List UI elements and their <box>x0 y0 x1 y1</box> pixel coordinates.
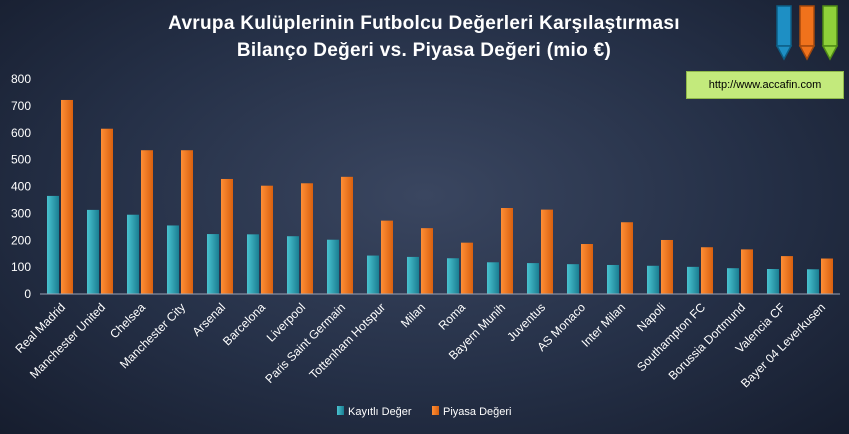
legend-label: Kayıtlı Değer <box>348 406 412 418</box>
x-tick-label: Napoli <box>634 300 668 334</box>
bar-kayitli-deger <box>167 225 179 294</box>
bar-kayitli-deger <box>527 263 539 294</box>
x-tick-label: Tottenham Hotspur <box>307 300 389 382</box>
bar-kayitli-deger <box>247 234 259 294</box>
x-tick-label: Inter Milan <box>579 300 629 350</box>
bar-kayitli-deger <box>647 265 659 294</box>
bar-kayitli-deger <box>567 264 579 294</box>
y-tick-label: 700 <box>11 99 31 113</box>
bar-piyasa-degeri <box>701 247 713 294</box>
bar-piyasa-degeri <box>61 99 73 295</box>
bar-piyasa-degeri <box>101 128 113 294</box>
bar-piyasa-degeri <box>301 183 313 294</box>
y-tick-label: 0 <box>24 287 31 301</box>
y-tick-label: 500 <box>11 153 31 167</box>
y-tick-label: 300 <box>11 206 31 220</box>
y-axis: 0 100 200 300 400 500 600 700 800 <box>11 72 31 301</box>
chart-title: Avrupa Kulüplerinin Futbolcu Değerleri K… <box>168 13 680 34</box>
chart-subtitle: Bilanço Değeri vs. Piyasa Değeri (mio €) <box>237 40 611 61</box>
x-tick-label: Roma <box>436 300 469 333</box>
x-tick-label: Southampton FC <box>634 300 708 374</box>
bar-kayitli-deger <box>407 256 419 294</box>
legend-swatch <box>432 406 439 415</box>
bar-kayitli-deger <box>287 236 299 294</box>
bars <box>40 99 840 295</box>
bar-kayitli-deger <box>807 269 819 294</box>
bar-piyasa-degeri <box>621 222 633 294</box>
y-tick-label: 600 <box>11 126 31 140</box>
bar-kayitli-deger <box>87 209 99 294</box>
y-tick-label: 200 <box>11 233 31 247</box>
bar-kayitli-deger <box>367 255 379 294</box>
bar-piyasa-degeri <box>261 185 273 294</box>
bar-piyasa-degeri <box>581 244 593 294</box>
y-tick-label: 100 <box>11 260 31 274</box>
legend-label: Piyasa Değeri <box>443 406 511 418</box>
y-tick-label: 800 <box>11 72 31 86</box>
bar-piyasa-degeri <box>821 258 833 294</box>
x-tick-label: Arsenal <box>189 300 228 339</box>
bar-kayitli-deger <box>327 239 339 294</box>
bar-piyasa-degeri <box>781 256 793 294</box>
bar-piyasa-degeri <box>381 220 393 294</box>
bar-piyasa-degeri <box>461 242 473 294</box>
bar-kayitli-deger <box>607 264 619 294</box>
legend: Kayıtlı Değer Piyasa Değeri <box>337 406 511 418</box>
bar-piyasa-degeri <box>741 249 753 294</box>
bar-piyasa-degeri <box>421 228 433 294</box>
bar-kayitli-deger <box>687 266 699 294</box>
bar-kayitli-deger <box>47 195 59 294</box>
bar-kayitli-deger <box>207 234 219 294</box>
bar-kayitli-deger <box>487 262 499 294</box>
bar-piyasa-degeri <box>541 209 553 294</box>
bar-piyasa-degeri <box>141 150 153 294</box>
bar-piyasa-degeri <box>341 176 353 294</box>
bar-piyasa-degeri <box>661 239 673 294</box>
legend-swatch <box>337 406 344 415</box>
x-tick-label: Barcelona <box>220 300 268 348</box>
bar-kayitli-deger <box>447 258 459 294</box>
bar-piyasa-degeri <box>221 178 233 294</box>
bar-kayitli-deger <box>127 214 139 294</box>
x-tick-label: Milan <box>398 300 428 330</box>
bar-kayitli-deger <box>767 269 779 294</box>
bar-piyasa-degeri <box>501 208 513 294</box>
bar-kayitli-deger <box>727 268 739 294</box>
pencils-logo-icon <box>775 5 839 61</box>
bar-piyasa-degeri <box>181 150 193 294</box>
y-tick-label: 400 <box>11 180 31 194</box>
website-url-label: http://www.accafin.com <box>686 71 844 99</box>
x-tick-label: Manchester United <box>27 300 108 381</box>
